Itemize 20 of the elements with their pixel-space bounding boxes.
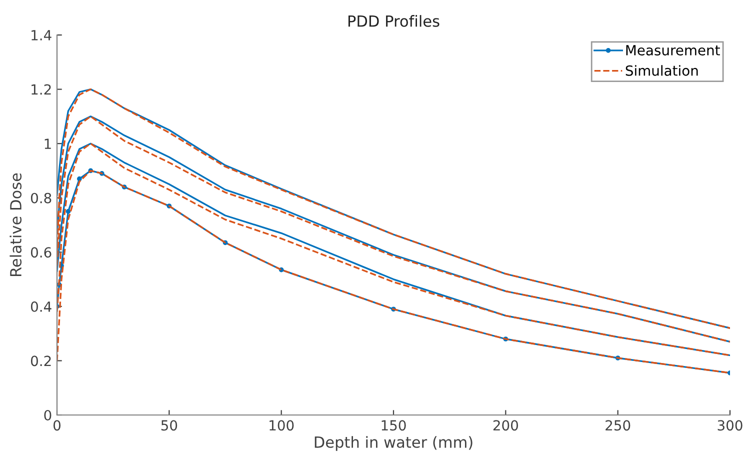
x-axis-title: Depth in water (mm) [314, 436, 472, 451]
x-tick-label: 100 [270, 420, 294, 431]
y-tick-label: 1.2 [32, 84, 51, 95]
x-tick-label: 0 [53, 420, 60, 431]
chart-title: PDD Profiles [348, 15, 440, 27]
y-tick-label: 0 [44, 410, 52, 420]
y-tick-label: 1.4 [32, 30, 52, 40]
y-tick-label: 1 [44, 138, 51, 149]
x-tick-label: 250 [606, 420, 630, 431]
x-tick-label: 200 [493, 420, 518, 431]
x-tick-label: 150 [382, 420, 406, 431]
x-tick-label: 300 [718, 420, 742, 431]
y-axis-title: Relative Dose [10, 173, 22, 276]
legend-label: Measurement [626, 45, 720, 56]
y-tick-label: 0.4 [30, 301, 52, 312]
x-tick-label: 50 [161, 420, 178, 431]
legend-label: Simulation [626, 65, 698, 76]
y-tick-label: 0.8 [30, 192, 52, 204]
y-tick-label: 0.2 [30, 356, 51, 366]
y-tick-label: 0.6 [30, 247, 52, 258]
